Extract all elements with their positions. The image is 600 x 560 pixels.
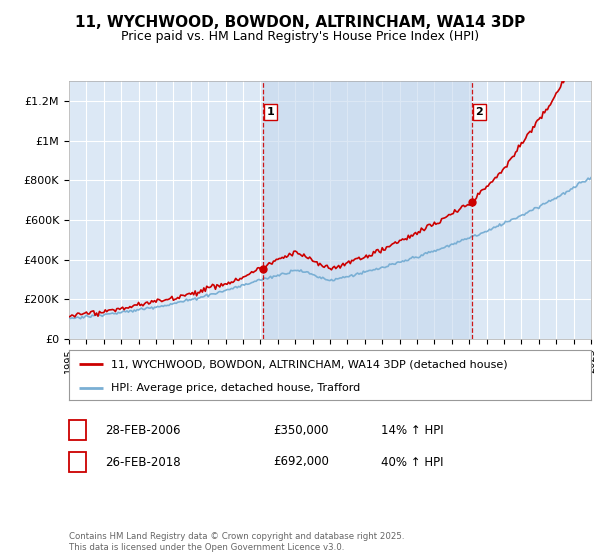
Text: Price paid vs. HM Land Registry's House Price Index (HPI): Price paid vs. HM Land Registry's House …: [121, 30, 479, 43]
Text: 1: 1: [74, 425, 81, 435]
Bar: [263, 81, 472, 339]
Text: 14% ↑ HPI: 14% ↑ HPI: [381, 423, 443, 437]
Text: 26-FEB-2018: 26-FEB-2018: [105, 455, 181, 469]
Text: 2: 2: [475, 107, 483, 117]
Text: 1: 1: [266, 107, 274, 117]
Text: HPI: Average price, detached house, Trafford: HPI: Average price, detached house, Traf…: [111, 383, 360, 393]
Text: 28-FEB-2006: 28-FEB-2006: [105, 423, 181, 437]
Text: 40% ↑ HPI: 40% ↑ HPI: [381, 455, 443, 469]
Text: 11, WYCHWOOD, BOWDON, ALTRINCHAM, WA14 3DP: 11, WYCHWOOD, BOWDON, ALTRINCHAM, WA14 3…: [75, 15, 525, 30]
Text: 11, WYCHWOOD, BOWDON, ALTRINCHAM, WA14 3DP (detached house): 11, WYCHWOOD, BOWDON, ALTRINCHAM, WA14 3…: [111, 359, 508, 369]
Text: 2: 2: [74, 457, 81, 467]
Text: Contains HM Land Registry data © Crown copyright and database right 2025.
This d: Contains HM Land Registry data © Crown c…: [69, 532, 404, 552]
Text: £350,000: £350,000: [273, 423, 329, 437]
Text: £692,000: £692,000: [273, 455, 329, 469]
